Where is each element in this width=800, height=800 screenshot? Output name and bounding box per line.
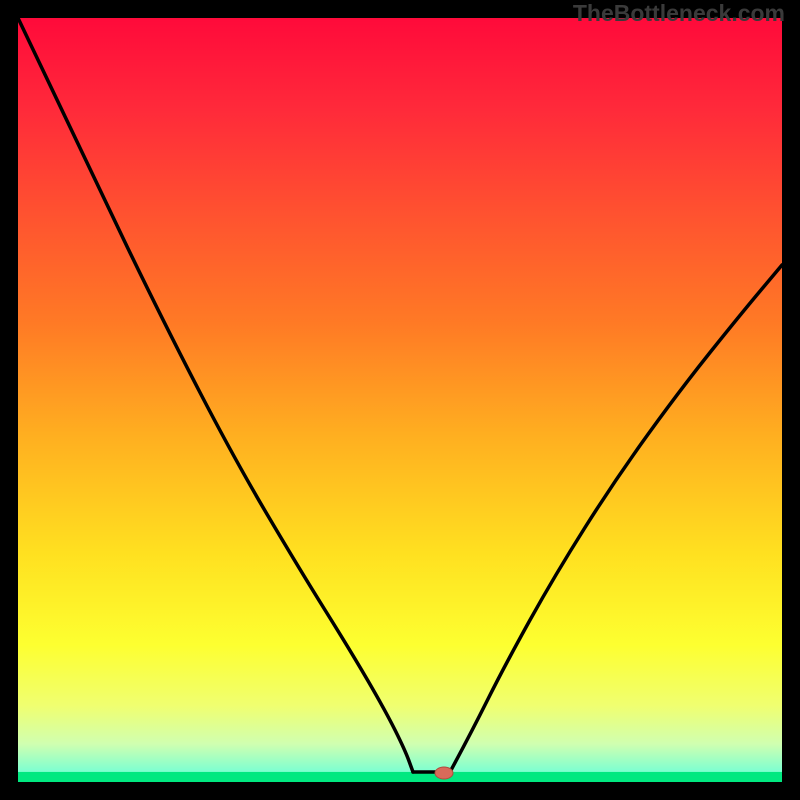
chart-bottom-band — [18, 772, 782, 782]
chart-container: TheBottleneck.com — [0, 0, 800, 800]
chart-background-gradient — [18, 18, 782, 782]
bottleneck-chart — [0, 0, 800, 800]
watermark-text: TheBottleneck.com — [573, 0, 785, 27]
optimum-marker — [435, 767, 453, 779]
